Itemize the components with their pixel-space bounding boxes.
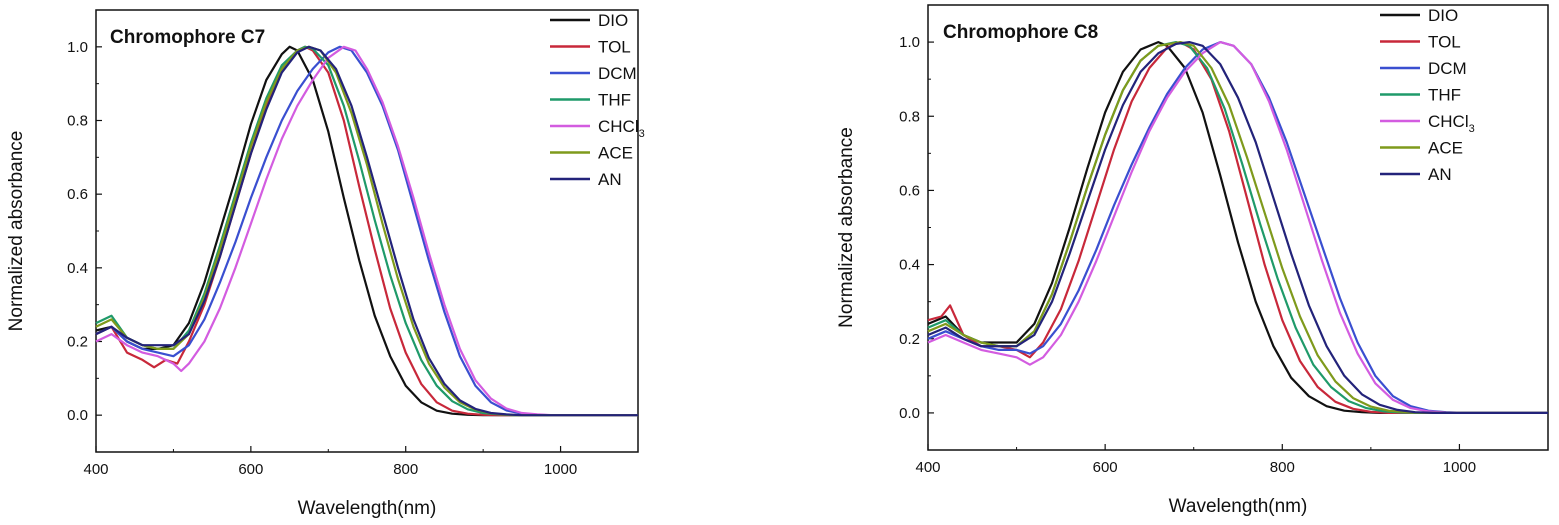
legend: DIO TOL DCM THF CHCl3 ACE AN bbox=[1380, 6, 1475, 184]
legend-label: CHCl3 bbox=[598, 117, 645, 140]
series-line-dio bbox=[95, 45, 638, 417]
x-tick-label: 1000 bbox=[544, 461, 577, 478]
x-tick-label: 1000 bbox=[1443, 459, 1476, 476]
x-tick-label: 600 bbox=[238, 461, 263, 478]
x-tick-label: 400 bbox=[83, 461, 108, 478]
y-tick-label: 0.0 bbox=[899, 405, 920, 422]
y-tick-label: 0.8 bbox=[899, 108, 920, 125]
x-tick-label: 800 bbox=[393, 461, 418, 478]
series-line-dcm bbox=[95, 45, 638, 417]
plot-frame bbox=[95, 9, 639, 453]
series-line-tol bbox=[95, 45, 638, 417]
series-line-dcm bbox=[927, 41, 1548, 414]
x-tick-label: 800 bbox=[1270, 459, 1295, 476]
x-axis-label: Wavelength(nm) bbox=[298, 498, 437, 519]
series-line-chcl3 bbox=[95, 45, 638, 417]
chart-title: Chromophore C8 bbox=[943, 22, 1098, 43]
legend-label: CHCl3 bbox=[1428, 112, 1475, 135]
y-tick-label: 1.0 bbox=[899, 34, 920, 51]
legend-label: AN bbox=[1428, 165, 1452, 184]
axis-ticks: 400 600 800 1000 0.0 0.2 0.4 0.6 0.8 1.0 bbox=[67, 9, 577, 478]
legend-label: AN bbox=[598, 170, 622, 189]
legend-label: THF bbox=[598, 91, 631, 110]
legend-label: DCM bbox=[1428, 59, 1467, 78]
legend-label: DIO bbox=[598, 11, 628, 30]
chart-panel-c8: 400 600 800 1000 0.0 0.2 0.4 0.6 0.8 1.0 Chromoph… bbox=[836, 4, 1549, 517]
legend-label: TOL bbox=[598, 38, 631, 57]
series-line-an bbox=[927, 41, 1548, 414]
y-tick-label: 0.8 bbox=[67, 113, 88, 130]
y-tick-label: 0.6 bbox=[67, 186, 88, 203]
y-tick-label: 0.0 bbox=[67, 407, 88, 424]
chart-title: Chromophore C7 bbox=[110, 27, 265, 48]
x-axis-label: Wavelength(nm) bbox=[1169, 496, 1308, 517]
y-tick-label: 1.0 bbox=[67, 39, 88, 56]
series-line-chcl3 bbox=[927, 41, 1548, 414]
series-line-thf bbox=[95, 45, 638, 417]
series-group bbox=[927, 41, 1548, 414]
y-tick-label: 0.6 bbox=[899, 182, 920, 199]
x-tick-label: 400 bbox=[915, 459, 940, 476]
legend: DIO TOL DCM THF CHCl3 ACE AN bbox=[550, 11, 645, 189]
series-group bbox=[95, 45, 638, 417]
legend-label: ACE bbox=[1428, 139, 1463, 158]
y-tick-label: 0.2 bbox=[67, 334, 88, 351]
y-tick-label: 0.4 bbox=[67, 260, 88, 277]
y-tick-label: 0.4 bbox=[899, 257, 920, 274]
chart-panel-c7: 400 600 800 1000 0.0 0.2 0.4 0.6 0.8 1.0 Chromoph… bbox=[6, 9, 645, 519]
series-line-ace bbox=[95, 45, 638, 417]
series-line-an bbox=[95, 45, 638, 417]
y-tick-label: 0.2 bbox=[899, 331, 920, 348]
legend-label: ACE bbox=[598, 144, 633, 163]
axis-ticks: 400 600 800 1000 0.0 0.2 0.4 0.6 0.8 1.0 bbox=[899, 4, 1476, 476]
y-axis-label: Normalized absorbance bbox=[836, 127, 857, 328]
legend-label: TOL bbox=[1428, 33, 1461, 52]
legend-label: DIO bbox=[1428, 6, 1458, 25]
y-axis-label: Normalized absorbance bbox=[6, 131, 27, 332]
legend-label: DCM bbox=[598, 64, 637, 83]
x-tick-label: 600 bbox=[1093, 459, 1118, 476]
legend-label: THF bbox=[1428, 86, 1461, 105]
